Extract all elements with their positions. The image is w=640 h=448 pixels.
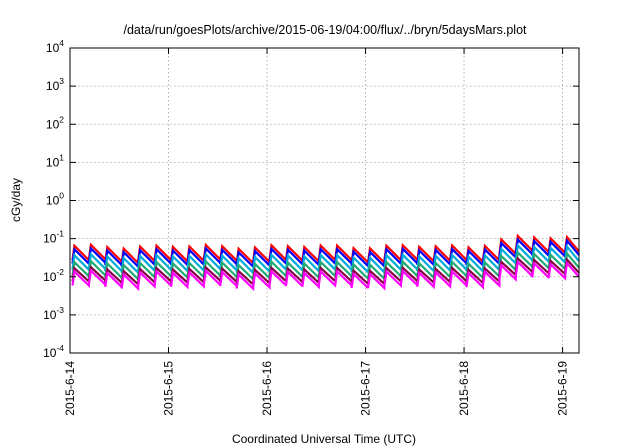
y-tick-label: 101 — [46, 152, 64, 169]
y-tick-label: 104 — [46, 38, 64, 55]
y-tick-label: 100 — [46, 191, 64, 208]
y-axis-label: cGy/day — [9, 178, 23, 222]
x-tick-label: 2015-6-18 — [457, 361, 471, 416]
grid — [70, 48, 579, 353]
x-tick-label: 2015-6-16 — [260, 361, 274, 416]
x-tick-label: 2015-6-17 — [359, 361, 373, 416]
chart-title: /data/run/goesPlots/archive/2015-06-19/0… — [123, 23, 527, 37]
x-axis: 2015-6-14 2015-6-15 2015-6-16 2015-6-17 2015… — [63, 48, 570, 416]
y-tick-label: 103 — [46, 76, 64, 93]
x-axis-label: Coordinated Universal Time (UTC) — [232, 432, 416, 446]
x-tick-label: 2015-6-14 — [63, 361, 77, 416]
y-tick-label: 10-1 — [43, 229, 64, 246]
y-tick-label: 10-4 — [43, 343, 64, 360]
series-group — [71, 233, 580, 292]
x-tick-label: 2015-6-15 — [162, 361, 176, 416]
x-tick-label: 2015-6-19 — [556, 361, 570, 416]
y-axis: 10-4 10-3 10-2 10-1 100 101 102 103 104 — [43, 38, 579, 360]
y-tick-label: 10-3 — [43, 305, 64, 322]
y-tick-label: 102 — [46, 114, 64, 131]
y-tick-label: 10-2 — [43, 267, 64, 284]
series-line-6 — [71, 259, 580, 292]
